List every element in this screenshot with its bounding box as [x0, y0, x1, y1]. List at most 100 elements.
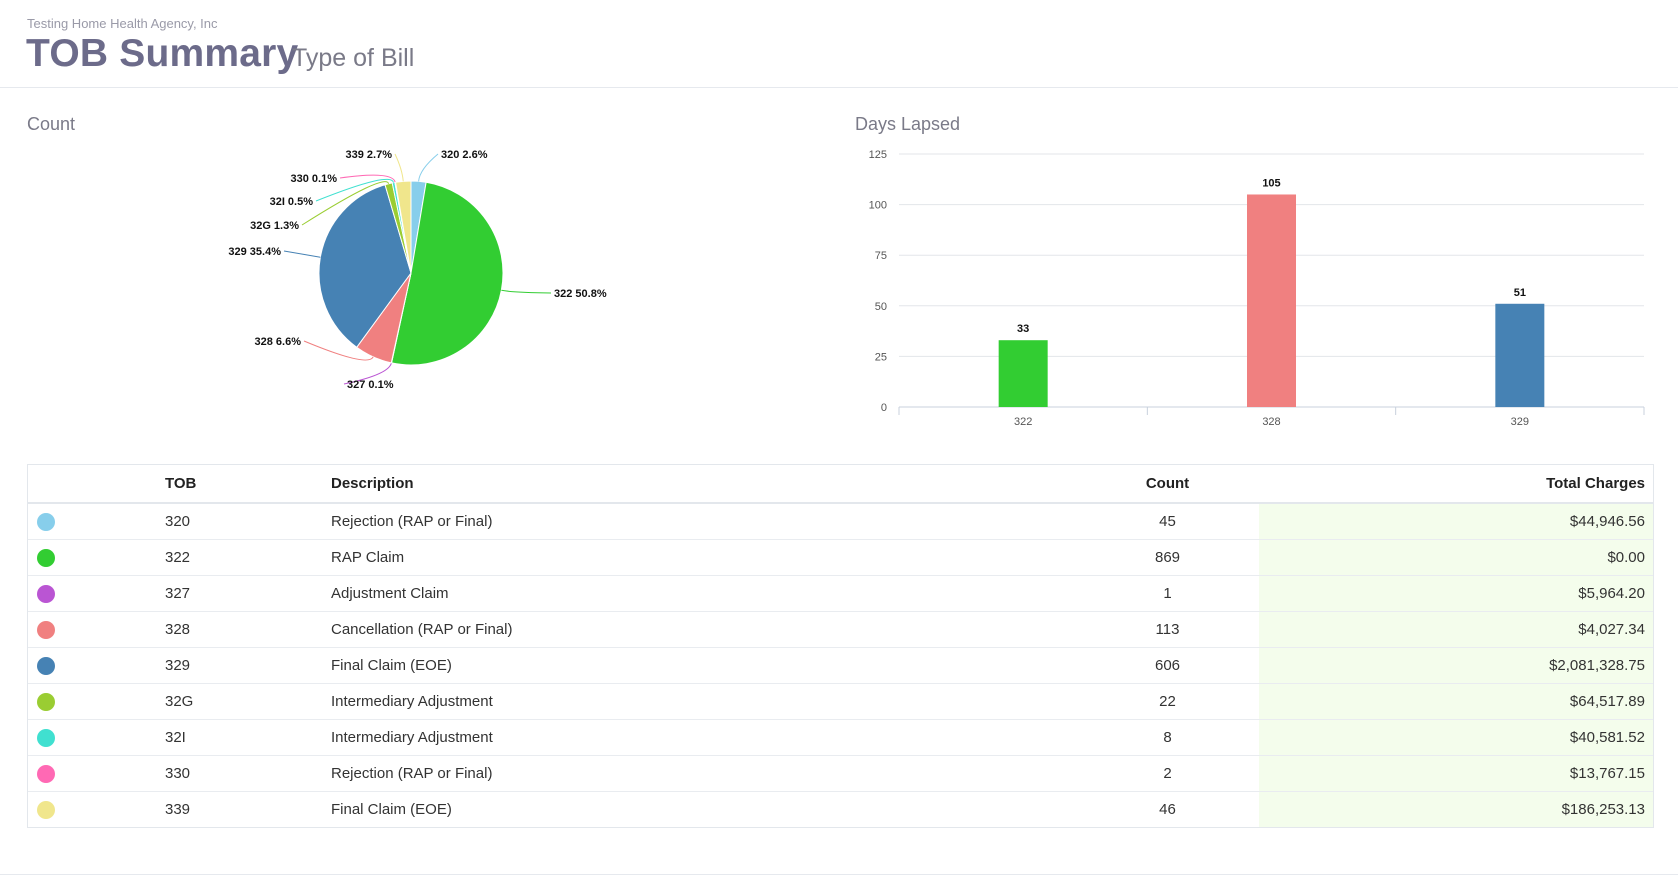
count-cell: 8: [1076, 719, 1259, 756]
y-tick-label: 75: [875, 250, 887, 262]
legend-dot: [37, 620, 55, 639]
bar-chart-title: Days Lapsed: [855, 114, 961, 134]
charges-cell: $13,767.15: [1259, 755, 1653, 792]
tob-header[interactable]: TOB: [165, 465, 331, 504]
description-cell: RAP Claim: [331, 539, 1076, 576]
pie-label-328: 328 6.6%: [255, 336, 302, 348]
tob-cell: 320: [165, 503, 331, 540]
bar-value-label: 105: [1262, 177, 1280, 189]
table-row[interactable]: 322 RAP Claim 869 $0.00: [28, 539, 1653, 576]
bar-322[interactable]: [998, 340, 1048, 407]
bar-328[interactable]: [1247, 194, 1296, 407]
pie-connector-320: [418, 153, 439, 182]
table-row[interactable]: 339 Final Claim (EOE) 46 $186,253.13: [28, 791, 1653, 828]
color-cell: [28, 719, 165, 756]
count-header[interactable]: Count: [1076, 465, 1259, 504]
color-cell: [28, 575, 165, 612]
y-tick-label: 50: [875, 301, 887, 313]
color-cell: [28, 647, 165, 684]
pie-connector-328: [303, 340, 374, 361]
pie-label-330: 330 0.1%: [291, 173, 338, 185]
count-cell: 606: [1076, 647, 1259, 684]
count-cell: 45: [1076, 503, 1259, 540]
tob-cell: 330: [165, 755, 331, 792]
tob-table: TOB Description Count Total Charges 320 R…: [27, 464, 1654, 828]
description-cell: Adjustment Claim: [331, 575, 1076, 612]
table-row[interactable]: 320 Rejection (RAP or Final) 45 $44,946.56: [28, 503, 1653, 540]
page-header: Testing Home Health Agency, Inc TOB Summ…: [0, 0, 1678, 88]
count-cell: 2: [1076, 755, 1259, 792]
table-row[interactable]: 32G Intermediary Adjustment 22 $64,517.89: [28, 683, 1653, 720]
color-cell: [28, 755, 165, 792]
color-cell: [28, 611, 165, 648]
bar-value-label: 33: [1017, 323, 1029, 335]
table-row[interactable]: 328 Cancellation (RAP or Final) 113 $4,027.…: [28, 611, 1653, 648]
description-cell: Rejection (RAP or Final): [331, 503, 1076, 540]
legend-dot: [37, 548, 55, 567]
pie-slice-339[interactable]: [394, 180, 412, 274]
table-row[interactable]: 32I Intermediary Adjustment 8 $40,581.52: [28, 719, 1653, 756]
page-title: TOB Summary: [26, 32, 299, 75]
legend-dot: [37, 728, 55, 747]
charges-cell: $186,253.13: [1259, 791, 1653, 827]
charges-header[interactable]: Total Charges: [1259, 465, 1653, 504]
x-tick-label: 322: [1014, 416, 1032, 428]
pie-connector-327: [343, 362, 392, 385]
table-row[interactable]: 329 Final Claim (EOE) 606 $2,081,328.75: [28, 647, 1653, 684]
charges-cell: $40,581.52: [1259, 719, 1653, 756]
pie-label-32I: 32I 0.5%: [270, 196, 314, 208]
color-cell: [28, 539, 165, 576]
color-cell: [28, 792, 165, 828]
description-cell: Intermediary Adjustment: [331, 719, 1076, 756]
legend-dot: [37, 656, 55, 675]
charges-cell: $5,964.20: [1259, 575, 1653, 612]
bar-value-label: 51: [1514, 287, 1526, 299]
tob-cell: 328: [165, 611, 331, 648]
description-cell: Cancellation (RAP or Final): [331, 611, 1076, 648]
pie-connector-329: [283, 250, 321, 258]
y-tick-label: 100: [869, 200, 887, 212]
legend-dot: [37, 764, 55, 783]
charges-cell: $0.00: [1259, 539, 1653, 576]
pie-connector-330: [339, 174, 396, 183]
count-cell: 22: [1076, 683, 1259, 720]
pie-chart-title: Count: [27, 114, 76, 134]
count-pie-chart: 320 2.6% 322 50.8% 327 0.1% 328 6.6% 329 35.…: [228, 149, 607, 391]
y-tick-label: 25: [875, 351, 887, 363]
legend-dot: [37, 692, 55, 711]
pie-label-329: 329 35.4%: [228, 246, 281, 258]
days-lapsed-bar-chart: 0 25 50 75 100 125 33 322 105 328 51 329: [869, 149, 1645, 428]
description-cell: Final Claim (EOE): [331, 801, 452, 818]
charges-cell: $64,517.89: [1259, 683, 1653, 720]
tob-cell: 339: [165, 801, 191, 818]
count-cell: 113: [1076, 611, 1259, 648]
pie-label-327: 327 0.1%: [347, 379, 394, 391]
agency-name: Testing Home Health Agency, Inc: [27, 16, 218, 31]
table-row[interactable]: 330 Rejection (RAP or Final) 2 $13,767.15: [28, 755, 1653, 792]
charges-cell: $4,027.34: [1259, 611, 1653, 648]
pie-label-32G: 32G 1.3%: [250, 220, 299, 232]
pie-connector-339: [394, 153, 404, 182]
pie-slice-322[interactable]: [390, 181, 504, 366]
pie-connector-32G: [301, 181, 390, 226]
tob-cell: 329: [165, 647, 331, 684]
table-header-row: TOB Description Count Total Charges: [28, 465, 1653, 504]
tob-cell: 32I: [165, 719, 331, 756]
count-cell: 1: [1076, 575, 1259, 612]
tob-cell: 32G: [165, 683, 331, 720]
count-cell: 869: [1076, 539, 1259, 576]
color-cell: [28, 503, 165, 540]
description-header[interactable]: Description: [331, 465, 1076, 504]
legend-dot: [37, 800, 55, 819]
y-tick-label: 0: [881, 402, 887, 414]
bar-329[interactable]: [1495, 303, 1545, 407]
footer-divider: [0, 874, 1678, 875]
description-cell: Final Claim (EOE): [331, 647, 1076, 684]
pie-label-339: 339 2.7%: [346, 149, 393, 161]
charges-cell: $44,946.56: [1259, 503, 1653, 540]
pie-slice-329[interactable]: [318, 184, 412, 348]
pie-connector-32I: [315, 178, 395, 202]
table-row[interactable]: 327 Adjustment Claim 1 $5,964.20: [28, 575, 1653, 612]
pie-label-322: 322 50.8%: [554, 288, 607, 300]
legend-dot: [37, 512, 55, 531]
